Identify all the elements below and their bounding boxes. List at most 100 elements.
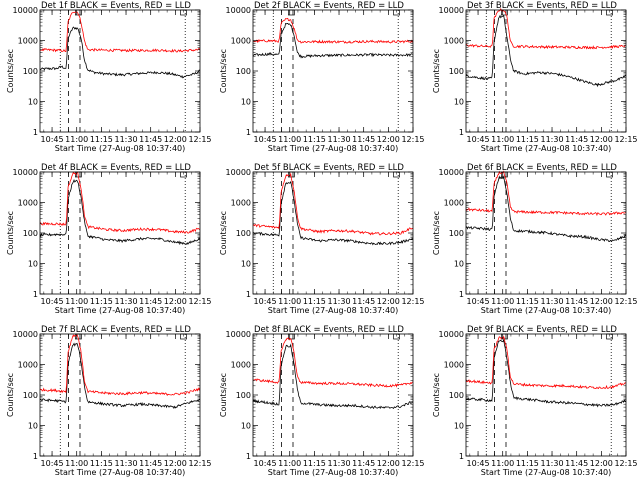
panel-det-5: Det 5f BLACK = Events, RED = LLD 1 10 100 10…: [219, 163, 425, 315]
x-axis-label: Start Time (27-Aug-08 10:37:40): [55, 468, 186, 477]
y-tick-label: 100: [449, 229, 464, 238]
x-axis-label: Start Time (27-Aug-08 10:37:40): [481, 468, 612, 477]
y-tick-label: 1: [33, 128, 38, 137]
series-lld-line: [465, 7, 626, 50]
y-tick-label: 10000: [13, 6, 38, 15]
panel-title: Det 5f BLACK = Events, RED = LLD: [254, 163, 404, 173]
x-tick-label: 10:45: [467, 297, 490, 306]
panel-det-3: Det 3f BLACK = Events, RED = LLD 1 10 100 10…: [432, 1, 638, 153]
x-tick-label: 11:00: [65, 135, 88, 144]
y-tick-label: 100: [449, 391, 464, 400]
x-tick-label: 12:00: [377, 135, 400, 144]
x-tick-label: 10:45: [254, 135, 277, 144]
x-tick-label: 11:45: [565, 297, 588, 306]
y-tick-label: 10: [454, 260, 464, 269]
y-tick-label: 100: [236, 229, 251, 238]
plot-frame: [252, 9, 414, 133]
y-tick-label: 10000: [13, 168, 38, 177]
x-tick-label: 10:45: [467, 135, 490, 144]
y-axis-label: Counts/sec: [432, 211, 441, 255]
x-tick-label: 11:30: [327, 297, 350, 306]
x-tick-label: 11:45: [139, 297, 162, 306]
y-tick-label: 1000: [444, 37, 464, 46]
y-tick-label: 1: [33, 452, 38, 461]
series-events-line: [252, 180, 414, 246]
x-tick-label: 11:00: [491, 135, 514, 144]
y-tick-label: 10000: [13, 330, 38, 339]
y-tick-label: 1000: [18, 37, 38, 46]
x-tick-label: 12:00: [590, 297, 613, 306]
y-tick-label: 1: [33, 290, 38, 299]
x-axis-label: Start Time (27-Aug-08 10:37:40): [268, 306, 399, 315]
x-tick-label: 12:15: [188, 459, 211, 468]
x-tick-label: 11:45: [352, 459, 375, 468]
y-tick-label: 10: [28, 422, 38, 431]
x-tick-label: 12:00: [377, 459, 400, 468]
x-axis-label: Start Time (27-Aug-08 10:37:40): [268, 468, 399, 477]
plot-frame: [252, 333, 414, 457]
plot-frame: [39, 333, 201, 457]
series-lld-line: [39, 171, 201, 235]
series-lld-line: [252, 172, 413, 236]
x-tick-label: 11:30: [114, 297, 137, 306]
series-events-line: [252, 343, 414, 410]
y-tick-label: 10: [241, 422, 251, 431]
x-tick-label: 10:45: [41, 135, 64, 144]
y-tick-label: 1000: [444, 361, 464, 370]
plot-frame: [465, 333, 627, 457]
panel-title: Det 1f BLACK = Events, RED = LLD: [41, 1, 191, 11]
y-tick-label: 100: [236, 67, 251, 76]
series-events-line: [39, 179, 201, 246]
x-tick-label: 12:00: [164, 297, 187, 306]
series-events-line: [465, 339, 627, 408]
y-axis-label: Counts/sec: [6, 211, 15, 255]
y-tick-label: 10: [454, 98, 464, 107]
x-tick-label: 12:15: [401, 135, 424, 144]
panel-title: Det 4f BLACK = Events, RED = LLD: [41, 163, 191, 173]
x-tick-label: 11:15: [90, 297, 113, 306]
y-tick-label: 10: [28, 98, 38, 107]
x-tick-label: 12:00: [164, 135, 187, 144]
x-tick-label: 11:00: [65, 297, 88, 306]
x-tick-label: 12:15: [401, 297, 424, 306]
x-tick-label: 11:30: [540, 459, 563, 468]
x-tick-label: 11:30: [114, 459, 137, 468]
x-tick-label: 11:15: [516, 297, 539, 306]
y-tick-label: 1: [459, 452, 464, 461]
y-axis-label: Counts/sec: [6, 373, 15, 417]
y-tick-label: 100: [236, 391, 251, 400]
x-tick-label: 11:45: [565, 135, 588, 144]
x-tick-label: 11:00: [65, 459, 88, 468]
x-tick-label: 11:45: [565, 459, 588, 468]
y-axis-label: Counts/sec: [432, 373, 441, 417]
series-lld-line: [252, 337, 413, 388]
x-tick-label: 10:45: [41, 459, 64, 468]
panel-det-2: Det 2f BLACK = Events, RED = LLD 1 10 100 10…: [219, 1, 425, 153]
x-tick-label: 11:00: [278, 297, 301, 306]
y-tick-label: 1: [246, 128, 251, 137]
x-tick-label: 12:00: [377, 297, 400, 306]
y-tick-label: 1000: [18, 199, 38, 208]
x-tick-label: 11:45: [139, 135, 162, 144]
panel-det-4: Det 4f BLACK = Events, RED = LLD 1 10 100 10…: [6, 163, 212, 315]
x-tick-label: 12:15: [614, 297, 637, 306]
y-tick-label: 10000: [226, 330, 251, 339]
x-axis-label: Start Time (27-Aug-08 10:37:40): [55, 144, 186, 153]
y-tick-label: 1000: [18, 361, 38, 370]
panel-title: Det 9f BLACK = Events, RED = LLD: [467, 325, 617, 335]
x-tick-label: 11:30: [327, 135, 350, 144]
panel-det-1: Det 1f BLACK = Events, RED = LLD 1 10 100 10…: [6, 1, 212, 153]
series-lld-line: [465, 335, 627, 390]
y-tick-label: 1000: [231, 199, 251, 208]
panel-title: Det 8f BLACK = Events, RED = LLD: [254, 325, 404, 335]
y-tick-label: 10000: [226, 168, 251, 177]
x-tick-label: 11:45: [139, 459, 162, 468]
y-tick-label: 10000: [439, 6, 464, 15]
x-tick-label: 11:15: [90, 135, 113, 144]
x-axis-label: Start Time (27-Aug-08 10:37:40): [481, 144, 612, 153]
panel-title: Det 7f BLACK = Events, RED = LLD: [41, 325, 191, 335]
y-tick-label: 10: [454, 422, 464, 431]
y-tick-label: 10000: [226, 6, 251, 15]
panel-det-7: Det 7f BLACK = Events, RED = LLD 1 10 100 10…: [6, 325, 212, 477]
series-lld-line: [39, 333, 201, 396]
